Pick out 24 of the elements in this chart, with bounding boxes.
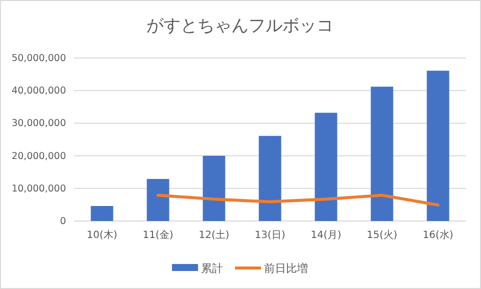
- y-tick-label: 20,000,000: [12, 150, 66, 162]
- bar: [370, 86, 394, 221]
- x-tick-label: 15(火): [366, 229, 398, 242]
- legend-label: 累計: [201, 262, 223, 275]
- bar: [90, 206, 114, 221]
- x-tick-label: 13(日): [254, 230, 286, 242]
- x-tick-label: 14(月): [310, 230, 342, 242]
- y-tick-label: 0: [60, 216, 66, 228]
- x-tick-label: 16(水): [422, 229, 454, 242]
- bar: [258, 136, 282, 221]
- bar: [314, 112, 338, 221]
- y-tick-label: 10,000,000: [12, 183, 66, 194]
- y-tick-label: 30,000,000: [12, 118, 66, 130]
- bar: [202, 156, 226, 221]
- legend-label: 前日比増: [264, 262, 308, 275]
- x-tick-label: 12(土): [198, 229, 230, 242]
- chart-title: がすとちゃんフルボッコ: [146, 16, 334, 36]
- y-tick-label: 50,000,000: [12, 53, 66, 64]
- bar: [146, 178, 170, 221]
- x-tick-label: 10(木): [86, 229, 118, 242]
- y-tick-label: 40,000,000: [12, 86, 66, 97]
- bar: [426, 70, 450, 221]
- line-series: [156, 194, 440, 207]
- x-tick-label: 11(金): [142, 229, 174, 242]
